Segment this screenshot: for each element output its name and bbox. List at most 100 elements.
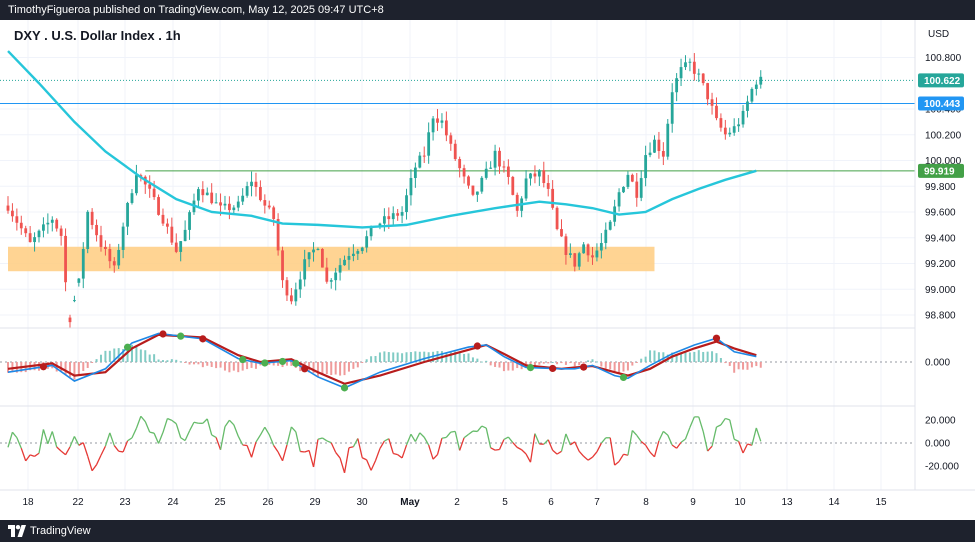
oscillator-segment — [521, 449, 527, 455]
macd-histogram-bar — [378, 352, 381, 362]
macd-histogram-bar — [330, 362, 333, 376]
oscillator-segment — [569, 441, 576, 446]
candle-body — [475, 191, 479, 195]
candle-body — [524, 178, 528, 199]
time-tick-label: 30 — [356, 497, 368, 508]
macd-histogram-bar — [653, 350, 656, 362]
macd-pane — [0, 330, 915, 392]
candle-body — [511, 176, 515, 195]
macd-cross-dot — [199, 335, 207, 343]
candle-body — [46, 222, 50, 225]
macd-histogram-bar — [635, 362, 638, 363]
candle-body — [28, 233, 32, 243]
macd-histogram-bar — [130, 344, 133, 362]
macd-histogram-bar — [538, 362, 541, 365]
candle-body — [431, 118, 435, 133]
candle-body — [484, 168, 488, 178]
oscillator-segment — [87, 455, 93, 471]
candle-body — [365, 236, 369, 248]
oscillator-segment — [153, 432, 160, 444]
time-tick-label: 8 — [643, 497, 649, 508]
macd-histogram-bar — [467, 353, 470, 362]
candle-body — [635, 181, 639, 198]
price-axis[interactable]: 100.800100.400100.200100.00099.80099.600… — [925, 53, 962, 473]
candle-body — [343, 259, 346, 266]
oscillator-segment — [370, 460, 377, 471]
macd-histogram-bar — [578, 362, 581, 366]
macd-histogram-bar — [237, 362, 240, 373]
oscillator-segment — [441, 436, 447, 439]
oscillator-segment — [215, 437, 222, 451]
oscillator-segment — [335, 452, 341, 459]
price-candles — [6, 53, 763, 328]
macd-histogram-bar — [383, 351, 386, 362]
candle-body — [657, 139, 661, 151]
candle-body — [701, 73, 705, 84]
oscillator-segment — [113, 445, 120, 452]
candle-body — [298, 279, 302, 290]
oscillator-segment — [343, 447, 350, 473]
oscillator-segment — [122, 440, 129, 453]
oscillator-segment — [689, 416, 695, 428]
macd-cross-dot — [177, 332, 185, 340]
oscillator-segment — [11, 431, 18, 439]
candle-body — [427, 132, 431, 156]
oscillator-segment — [127, 437, 133, 442]
candle-body — [112, 261, 116, 266]
candle-body — [732, 126, 736, 133]
oscillator-segment — [361, 457, 367, 461]
oscillator-segment — [91, 464, 98, 472]
macd-histogram-bar — [759, 362, 762, 368]
price-tick-label: 100.200 — [925, 130, 962, 141]
macd-histogram-bar — [458, 352, 461, 362]
oscillator-segment — [259, 426, 266, 436]
candle-body — [90, 211, 94, 225]
macd-histogram-bar — [533, 362, 536, 369]
brand-bar: TradingView — [0, 520, 975, 542]
candle-body — [320, 248, 324, 268]
candle-body — [263, 200, 267, 206]
candle-body — [617, 192, 621, 207]
oscillator-segment — [180, 437, 186, 442]
oscillator-segment — [7, 432, 14, 448]
oscillator-segment — [529, 433, 536, 463]
macd-histogram-bar — [609, 362, 612, 370]
macd-histogram-bar — [334, 362, 337, 375]
candle-body — [648, 152, 652, 156]
time-axis[interactable]: 18 22 23 24 25 26 29 30 May 2 5 6 7 8 9 10 13 14 15 — [22, 497, 887, 508]
oscillator-segment — [565, 433, 571, 446]
price-tick-label: 100.800 — [925, 53, 962, 64]
candle-body — [64, 235, 67, 283]
macd-histogram-bar — [414, 351, 417, 362]
oscillator-segment — [246, 445, 253, 458]
oscillator-segment — [379, 440, 385, 449]
macd-histogram-bar — [480, 361, 483, 363]
currency-label[interactable]: USD — [928, 29, 950, 40]
candle-body — [95, 224, 98, 236]
candle-body — [422, 155, 426, 157]
candle-body — [104, 246, 107, 250]
candle-body — [608, 221, 612, 230]
oscillator-segment — [47, 431, 53, 445]
candle-body — [152, 188, 156, 198]
chart-canvas[interactable]: 100.800100.400100.200100.00099.80099.600… — [0, 20, 975, 520]
time-tick-label: 13 — [781, 497, 793, 508]
candle-body — [219, 202, 222, 206]
candle-body — [37, 230, 41, 238]
oscillator-segment — [300, 450, 305, 453]
candle-body — [750, 88, 754, 102]
oscillator-segment — [171, 419, 177, 425]
candle-body — [405, 195, 408, 213]
oscillator-segment — [653, 440, 660, 458]
chart-area[interactable]: 100.800100.400100.200100.00099.80099.600… — [0, 20, 975, 520]
oscillator-segment — [78, 442, 84, 446]
macd-histogram-bar — [86, 362, 89, 368]
time-tick-label: 24 — [167, 497, 179, 508]
macd-histogram-bar — [370, 356, 373, 362]
macd-cross-dot — [473, 342, 481, 350]
candle-body — [11, 210, 14, 217]
candle-body — [449, 135, 453, 144]
candle-body — [653, 139, 656, 153]
candle-body — [77, 278, 81, 283]
candle-body — [135, 175, 138, 194]
